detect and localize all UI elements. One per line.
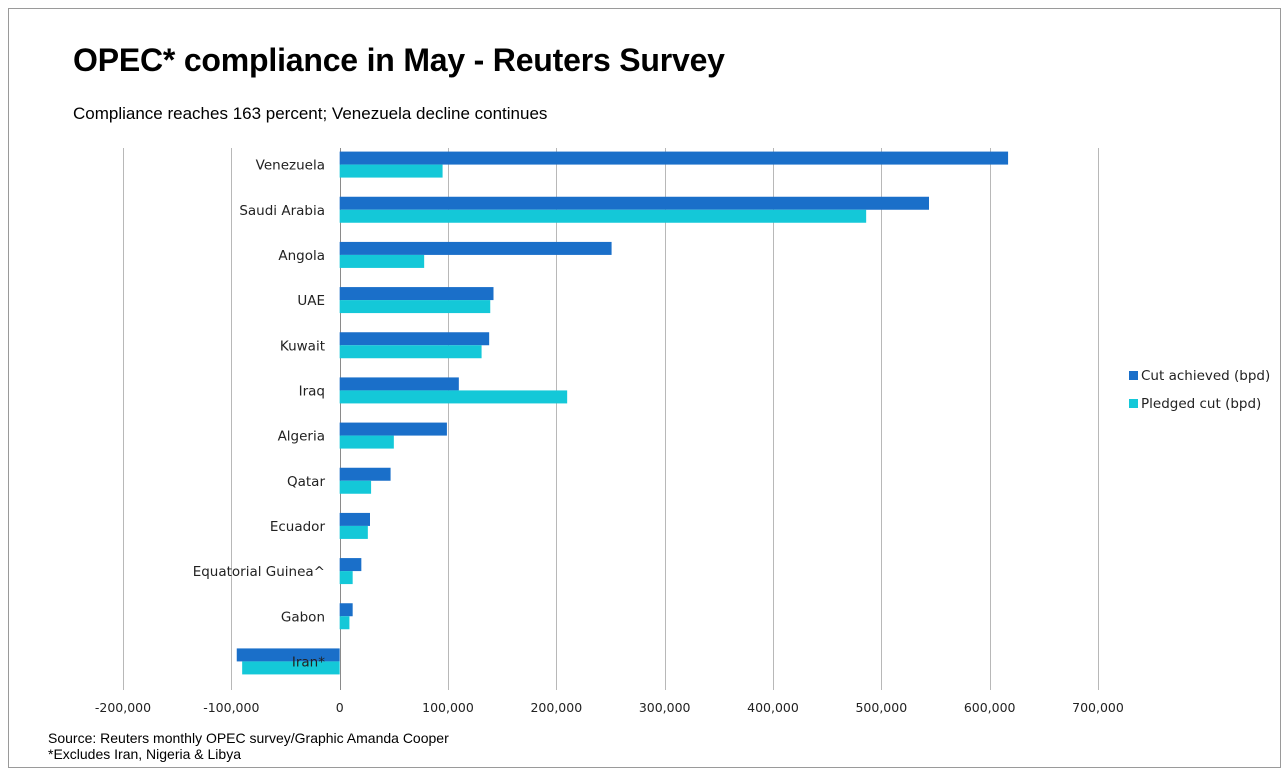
chart-title: OPEC* compliance in May - Reuters Survey [73,42,725,78]
bar-cut-achieved [236,648,340,662]
x-tick-label: 300,000 [639,700,691,715]
bar-cut-achieved [339,196,930,210]
x-tick-label: 200,000 [530,700,582,715]
x-tick-label: 0 [336,700,344,715]
bar-pledged-cut [242,661,340,675]
legend-label: Cut achieved (bpd) [1141,368,1270,384]
category-label: Qatar [287,474,325,490]
x-axis-ticks: -200,000 -100,000 0 100,000 200,000 300,000 40… [95,700,1124,715]
bar-cut-achieved [339,467,391,481]
category-label: UAE [297,293,325,309]
legend: Cut achieved (bpd) Pledged cut (bpd) [1129,368,1270,412]
legend-swatch-pledged-cut [1129,399,1138,408]
bar-cut-achieved [339,332,490,346]
category-label: Algeria [278,429,325,445]
x-tick-label: 600,000 [964,700,1016,715]
category-label: Iran* [292,654,325,670]
bars [236,151,1009,675]
bar-cut-achieved [339,287,494,301]
bar-pledged-cut [339,345,482,359]
bar-cut-achieved [339,512,370,526]
category-label: Ecuador [270,519,326,535]
bar-pledged-cut [339,390,568,404]
x-tick-label: -100,000 [203,700,259,715]
x-tick-label: 400,000 [747,700,799,715]
category-label: Saudi Arabia [239,203,325,219]
legend-label: Pledged cut (bpd) [1141,396,1261,412]
bar-cut-achieved [339,558,362,572]
chart-subtitle: Compliance reaches 163 percent; Venezuel… [73,104,548,123]
category-labels: Venezuela Saudi Arabia Angola UAE Kuwait Iraq… [193,158,326,671]
category-label: Venezuela [256,158,325,174]
exclusion-note: *Excludes Iran, Nigeria & Libya [48,746,241,762]
gridlines [123,148,1099,690]
bar-cut-achieved [339,603,353,617]
bar-cut-achieved [339,241,612,255]
bar-cut-achieved [339,151,1009,165]
bar-pledged-cut [339,254,425,268]
bar-pledged-cut [339,209,867,223]
bar-cut-achieved [339,422,447,436]
bar-pledged-cut [339,525,368,539]
x-tick-label: 700,000 [1072,700,1124,715]
x-tick-label: 100,000 [422,700,474,715]
bar-chart: Venezuela Saudi Arabia Angola UAE Kuwait Iraq… [95,148,1270,715]
x-tick-label: 500,000 [855,700,907,715]
bar-pledged-cut [339,480,372,494]
category-label: Kuwait [280,338,325,354]
bar-pledged-cut [339,164,443,178]
bar-pledged-cut [339,435,394,449]
bar-pledged-cut [339,300,491,314]
bar-cut-achieved [339,377,459,391]
bar-pledged-cut [339,616,350,630]
category-label: Equatorial Guinea^ [193,564,325,580]
category-label: Iraq [299,383,325,399]
category-label: Gabon [281,609,325,625]
x-tick-label: -200,000 [95,700,151,715]
legend-swatch-cut-achieved [1129,371,1138,380]
source-note: Source: Reuters monthly OPEC survey/Grap… [48,730,449,746]
category-label: Angola [278,248,325,264]
bar-pledged-cut [339,571,353,585]
